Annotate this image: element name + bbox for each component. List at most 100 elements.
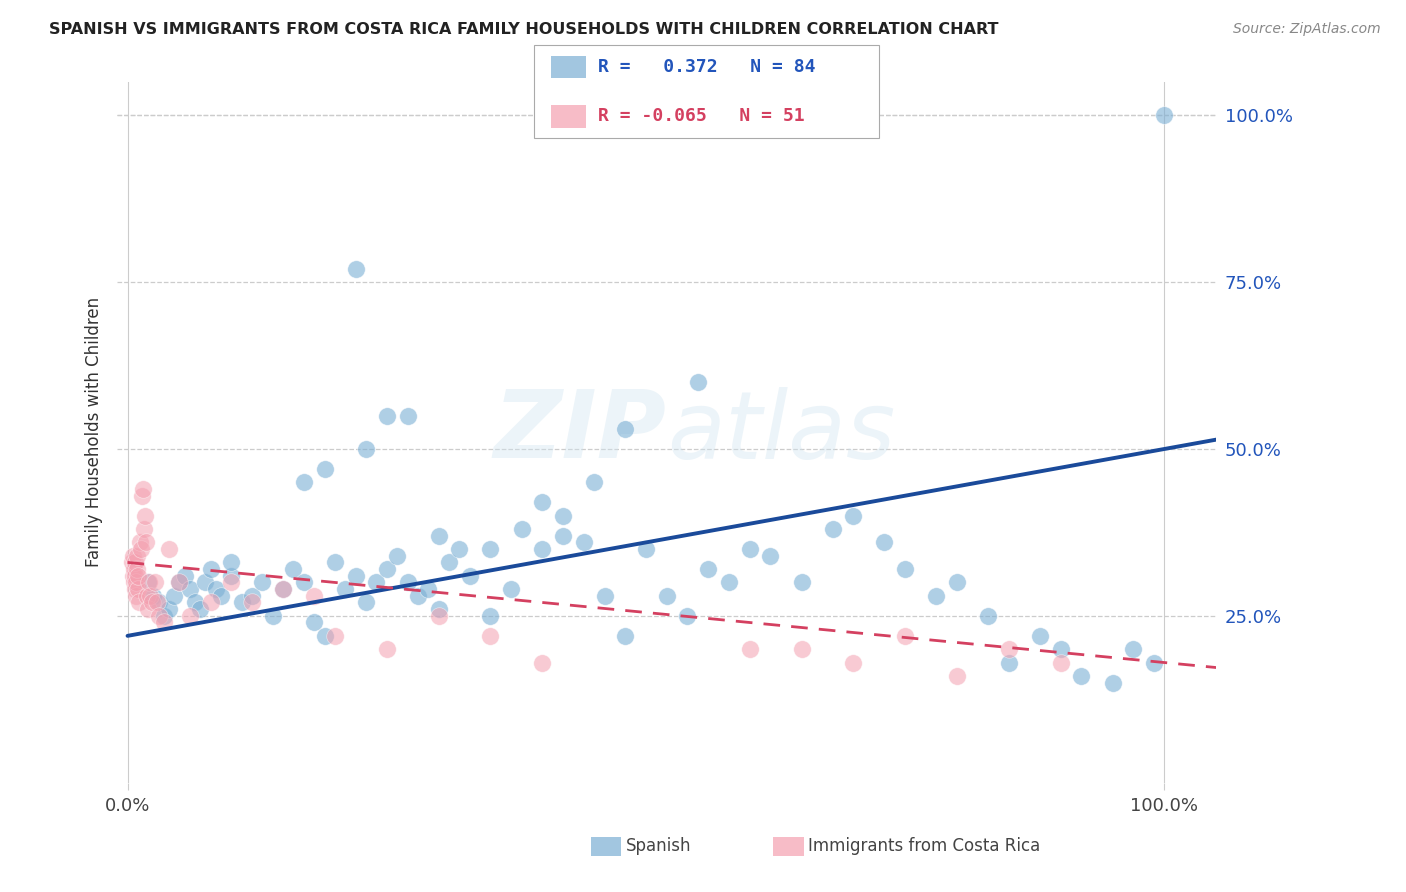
Point	[200, 562, 222, 576]
Point	[124, 556, 146, 570]
Point	[134, 508, 156, 523]
Point	[173, 568, 195, 582]
Point	[634, 542, 657, 557]
Text: Spanish: Spanish	[626, 837, 692, 855]
Point	[458, 568, 481, 582]
Point	[125, 575, 148, 590]
Point	[385, 549, 408, 563]
Point	[314, 462, 336, 476]
Point	[314, 629, 336, 643]
Point	[396, 409, 419, 423]
Point	[129, 542, 152, 557]
Point	[252, 575, 274, 590]
Point	[134, 522, 156, 536]
Point	[531, 495, 554, 509]
Point	[292, 575, 315, 590]
Point	[894, 629, 917, 643]
Point	[323, 629, 346, 643]
Point	[179, 582, 201, 596]
Point	[125, 549, 148, 563]
Point	[121, 556, 143, 570]
Point	[302, 615, 325, 630]
Point	[219, 556, 242, 570]
Point	[141, 595, 163, 609]
Point	[153, 608, 176, 623]
Point	[1153, 108, 1175, 122]
Point	[479, 629, 502, 643]
Point	[184, 595, 207, 609]
Point	[593, 589, 616, 603]
Point	[894, 562, 917, 576]
Point	[759, 549, 782, 563]
Point	[1143, 656, 1166, 670]
Point	[157, 602, 180, 616]
Point	[738, 542, 761, 557]
Point	[194, 575, 217, 590]
Point	[790, 642, 813, 657]
Point	[169, 575, 191, 590]
Point	[127, 568, 149, 582]
Point	[148, 595, 170, 609]
Point	[418, 582, 440, 596]
Point	[125, 589, 148, 603]
Text: R =   0.372   N = 84: R = 0.372 N = 84	[598, 58, 815, 77]
Point	[129, 535, 152, 549]
Point	[479, 608, 502, 623]
Point	[697, 562, 720, 576]
Point	[122, 575, 145, 590]
Point	[676, 608, 699, 623]
Point	[125, 562, 148, 576]
Point	[790, 575, 813, 590]
Point	[271, 582, 294, 596]
Point	[551, 508, 574, 523]
Point	[169, 575, 191, 590]
Point	[1029, 629, 1052, 643]
Point	[1049, 656, 1071, 670]
Point	[344, 568, 367, 582]
Point	[142, 589, 165, 603]
Point	[531, 656, 554, 670]
Point	[121, 549, 143, 563]
Point	[153, 615, 176, 630]
Point	[738, 642, 761, 657]
Point	[145, 595, 167, 609]
Point	[188, 602, 211, 616]
Point	[375, 642, 398, 657]
Point	[135, 535, 157, 549]
Point	[283, 562, 305, 576]
Text: R = -0.065   N = 51: R = -0.065 N = 51	[598, 107, 804, 126]
Point	[179, 608, 201, 623]
Point	[139, 589, 162, 603]
Point	[946, 575, 969, 590]
Text: ZIP: ZIP	[494, 386, 666, 478]
Point	[200, 595, 222, 609]
Point	[271, 582, 294, 596]
Point	[427, 602, 450, 616]
Point	[375, 562, 398, 576]
Point	[292, 475, 315, 490]
Text: atlas: atlas	[666, 387, 896, 478]
Point	[335, 582, 357, 596]
Point	[437, 556, 460, 570]
Point	[717, 575, 740, 590]
Point	[655, 589, 678, 603]
Y-axis label: Family Households with Children: Family Households with Children	[86, 297, 103, 567]
Text: Source: ZipAtlas.com: Source: ZipAtlas.com	[1233, 22, 1381, 37]
Point	[396, 575, 419, 590]
Point	[157, 542, 180, 557]
Text: SPANISH VS IMMIGRANTS FROM COSTA RICA FAMILY HOUSEHOLDS WITH CHILDREN CORRELATIO: SPANISH VS IMMIGRANTS FROM COSTA RICA FA…	[49, 22, 998, 37]
Point	[209, 589, 232, 603]
Point	[449, 542, 471, 557]
Point	[124, 582, 146, 596]
Point	[479, 542, 502, 557]
Point	[873, 535, 896, 549]
Point	[136, 589, 159, 603]
Point	[977, 608, 1000, 623]
Point	[427, 608, 450, 623]
Point	[136, 575, 159, 590]
Point	[219, 575, 242, 590]
Point	[614, 422, 637, 436]
Point	[614, 629, 637, 643]
Point	[366, 575, 388, 590]
Point	[998, 642, 1021, 657]
